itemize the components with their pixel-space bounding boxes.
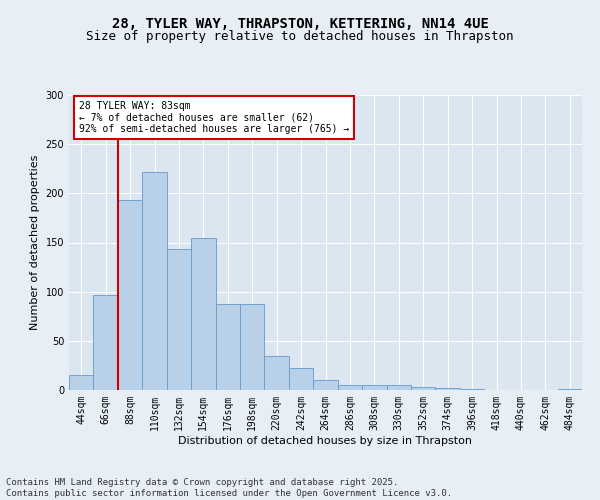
Bar <box>265 356 289 390</box>
X-axis label: Distribution of detached houses by size in Thrapston: Distribution of detached houses by size … <box>179 436 473 446</box>
Bar <box>142 172 167 390</box>
Bar <box>313 380 338 390</box>
Bar <box>240 304 265 390</box>
Bar <box>118 200 142 390</box>
Text: 28, TYLER WAY, THRAPSTON, KETTERING, NN14 4UE: 28, TYLER WAY, THRAPSTON, KETTERING, NN1… <box>112 18 488 32</box>
Bar <box>557 389 582 390</box>
Bar <box>386 385 411 390</box>
Bar <box>411 387 436 390</box>
Bar <box>436 388 460 390</box>
Text: Size of property relative to detached houses in Thrapston: Size of property relative to detached ho… <box>86 30 514 43</box>
Bar <box>362 385 386 390</box>
Bar <box>460 389 484 390</box>
Text: Contains HM Land Registry data © Crown copyright and database right 2025.
Contai: Contains HM Land Registry data © Crown c… <box>6 478 452 498</box>
Text: 28 TYLER WAY: 83sqm
← 7% of detached houses are smaller (62)
92% of semi-detache: 28 TYLER WAY: 83sqm ← 7% of detached hou… <box>79 101 350 134</box>
Bar <box>191 238 215 390</box>
Bar <box>289 368 313 390</box>
Y-axis label: Number of detached properties: Number of detached properties <box>30 155 40 330</box>
Bar <box>215 304 240 390</box>
Bar <box>69 375 94 390</box>
Bar <box>167 250 191 390</box>
Bar <box>338 385 362 390</box>
Bar <box>94 294 118 390</box>
